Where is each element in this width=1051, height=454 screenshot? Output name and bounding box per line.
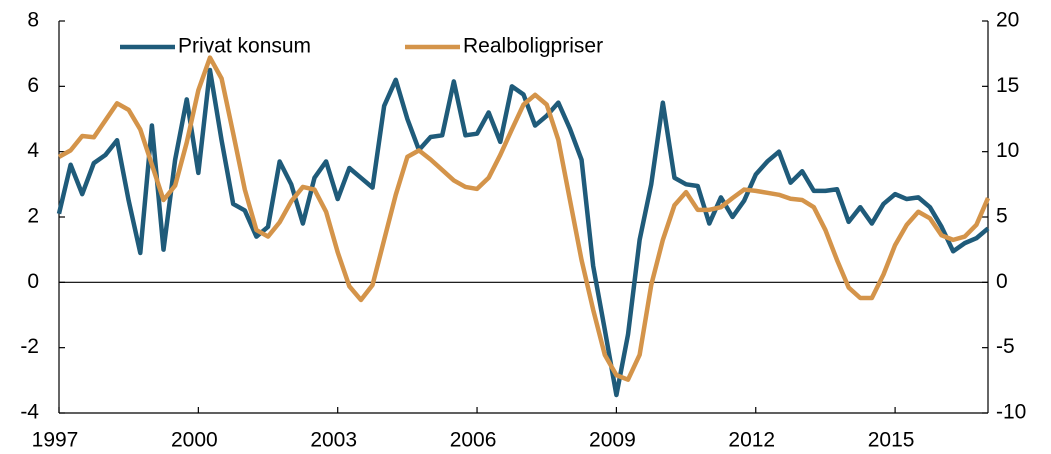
y2-tick-label: 5 xyxy=(996,205,1008,228)
x-tick-label: 2009 xyxy=(589,429,636,452)
series-line xyxy=(57,55,991,382)
legend-label: Privat konsum xyxy=(178,35,311,58)
y-tick-label: -2 xyxy=(20,335,39,358)
y2-tick-label: 20 xyxy=(996,9,1019,32)
x-tick-label: 2003 xyxy=(310,429,357,452)
y2-tick-label: 15 xyxy=(996,74,1019,97)
x-tick-label: 1997 xyxy=(32,429,79,452)
y-tick-label: 2 xyxy=(27,205,39,228)
x-tick-label: 2000 xyxy=(171,429,218,452)
x-tick-label: 2006 xyxy=(450,429,497,452)
y-tick-label: 8 xyxy=(27,9,39,32)
y-tick-label: 0 xyxy=(27,270,39,293)
y2-tick-label: 0 xyxy=(996,270,1008,293)
y2-tick-label: 10 xyxy=(996,139,1019,162)
x-tick-label: 2012 xyxy=(728,429,775,452)
legend-label: Realboligpriser xyxy=(463,35,603,58)
y-tick-label: -4 xyxy=(20,401,39,424)
y-tick-label: 4 xyxy=(27,139,39,162)
x-tick-label: 2015 xyxy=(868,429,915,452)
y2-tick-label: -5 xyxy=(996,335,1015,358)
series-line xyxy=(56,67,990,398)
y-tick-label: 6 xyxy=(27,74,39,97)
y2-tick-label: -10 xyxy=(996,401,1026,424)
